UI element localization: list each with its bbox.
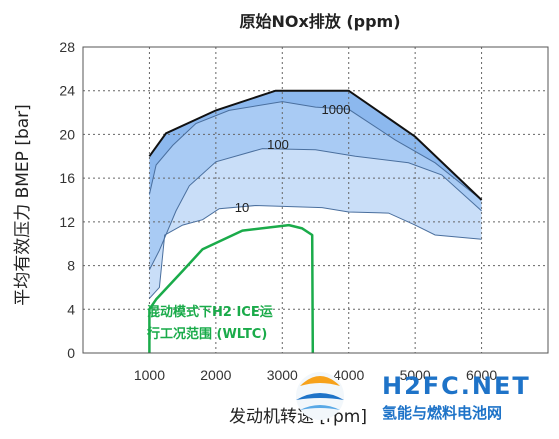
contour-label-1000: 1000 xyxy=(322,102,351,117)
watermark-sub-text: 氢能与燃料电池网 xyxy=(382,404,502,422)
contour-label-10: 10 xyxy=(235,200,249,215)
chart-title: 原始NOx排放 (ppm) xyxy=(239,12,400,31)
y-tick-label: 24 xyxy=(59,83,75,99)
band-10-100 xyxy=(149,148,482,299)
annotation-line-2: 行工况范围 (WLTC) xyxy=(146,326,267,342)
y-tick-label: 4 xyxy=(67,301,75,317)
y-tick-label: 8 xyxy=(67,258,75,274)
x-tick-label: 5000 xyxy=(400,367,431,383)
y-tick-label: 0 xyxy=(67,345,75,361)
contour-label-100: 100 xyxy=(267,137,289,152)
band-below-10 xyxy=(149,205,482,353)
x-tick-label: 6000 xyxy=(466,367,497,383)
x-axis-label: 发动机转速 [rpm] xyxy=(229,407,367,427)
band-above-1000 xyxy=(149,90,482,200)
watermark-main-text: H2FC.NET xyxy=(382,372,531,400)
x-tick-labels: 1000 2000 3000 4000 5000 6000 xyxy=(134,367,498,383)
y-tick-label: 12 xyxy=(59,214,75,230)
grid-lines xyxy=(83,47,548,353)
y-axis-label: 平均有效压力 BMEP [bar] xyxy=(13,104,33,306)
contour-line-10 xyxy=(149,204,482,299)
watermark: H2FC.NET 氢能与燃料电池网 xyxy=(296,372,531,422)
annotation-line-1: 混动模式下H2 ICE运 xyxy=(147,304,273,320)
y-tick-label: 28 xyxy=(59,39,75,55)
y-tick-label: 16 xyxy=(59,170,75,186)
x-tick-label: 4000 xyxy=(333,367,364,383)
x-tick-label: 1000 xyxy=(134,367,165,383)
contour-line-1000 xyxy=(148,101,482,201)
max-load-boundary xyxy=(148,89,483,201)
band-100-1000 xyxy=(149,101,482,270)
watermark-logo-icon xyxy=(296,372,344,420)
wltc-operating-region xyxy=(148,223,315,354)
contour-lines xyxy=(148,101,482,299)
max-load-line xyxy=(148,89,483,201)
y-tick-label: 20 xyxy=(59,126,75,142)
x-tick-label: 3000 xyxy=(267,367,298,383)
nox-bands xyxy=(149,90,482,353)
x-tick-label: 2000 xyxy=(200,367,231,383)
wltc-region-outline xyxy=(148,223,315,354)
contour-line-100 xyxy=(148,148,482,271)
y-tick-labels: 0 4 8 12 16 20 24 28 xyxy=(59,39,75,361)
plot-frame xyxy=(82,46,549,354)
